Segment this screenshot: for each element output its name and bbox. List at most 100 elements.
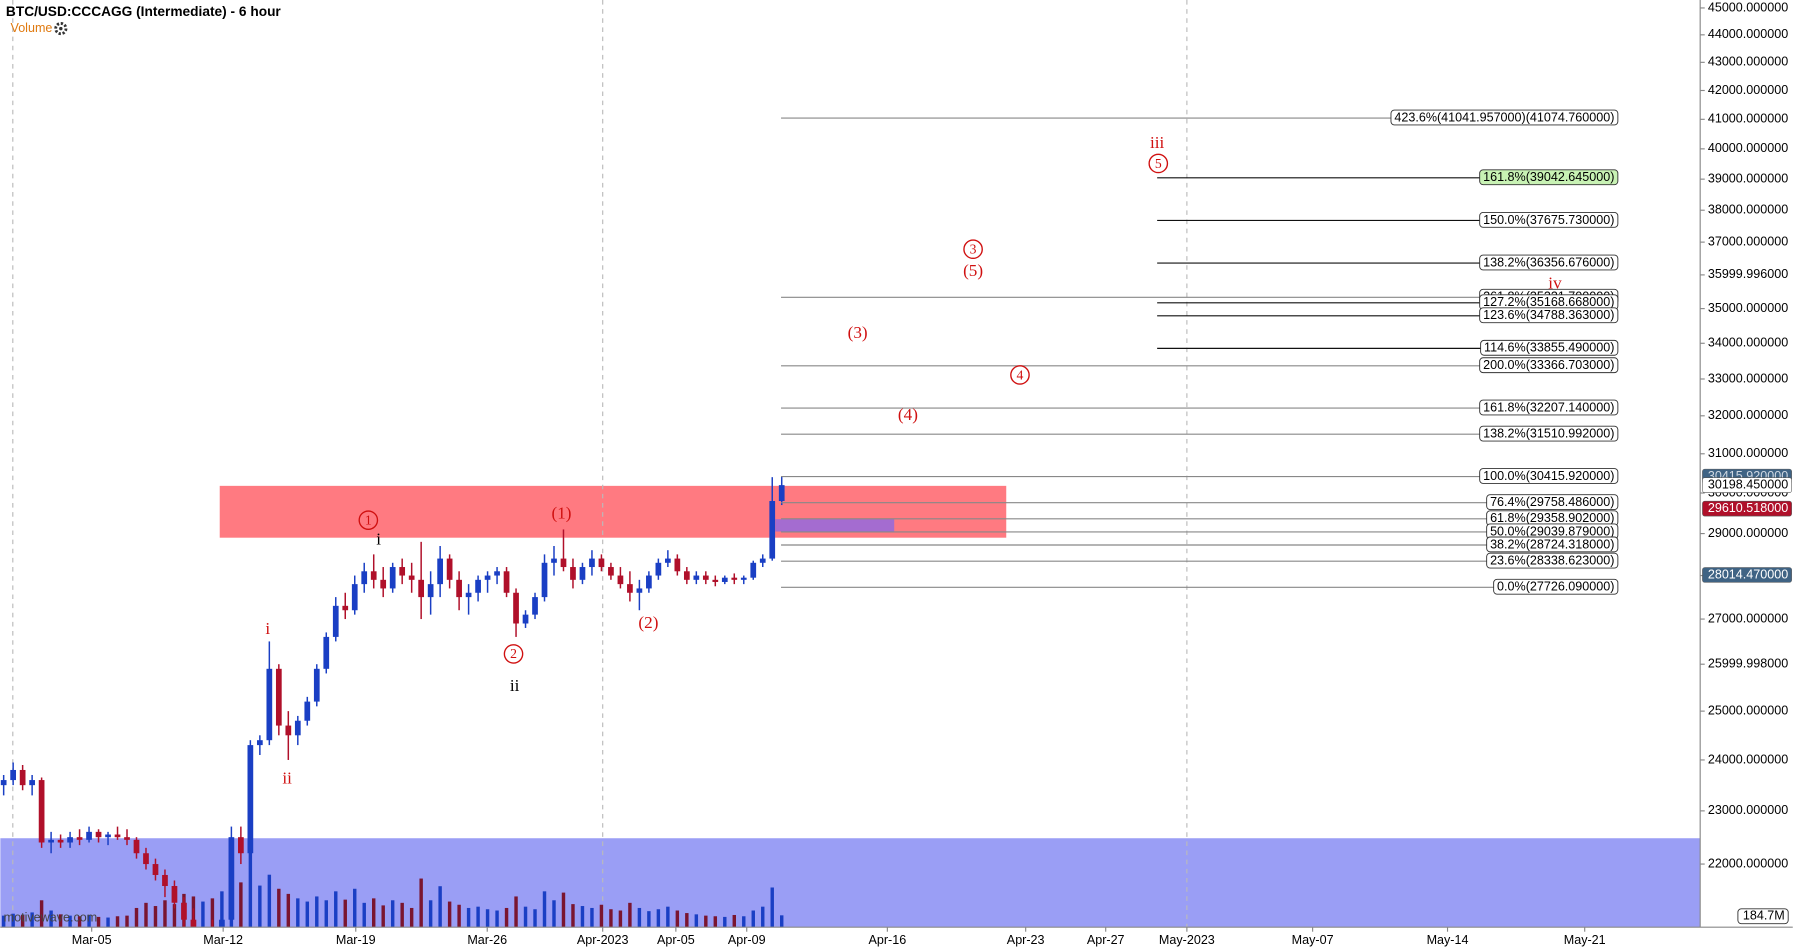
volume-bar — [201, 901, 205, 928]
candle-body — [48, 839, 54, 843]
fib-label-box — [1480, 339, 1619, 356]
fib-label-box — [1479, 425, 1619, 442]
y-tick-label: 40000.000000 — [1708, 141, 1788, 155]
candle-body — [114, 834, 121, 838]
wave-label: 3 — [970, 242, 977, 257]
y-tick-label: 35000.000000 — [1708, 301, 1788, 315]
x-axis-labels: Mar-05 Mar-12 Mar-19 Mar-26 Apr-2023 Apr-05 Ap… — [72, 927, 1606, 947]
volume-bar — [599, 904, 604, 928]
candle-body — [608, 567, 614, 576]
volume-bar — [723, 916, 727, 928]
candle-body — [304, 701, 311, 721]
candle-body — [674, 558, 681, 572]
settings-icon[interactable] — [54, 22, 68, 36]
fib-label: 423.6%(41041.957000)(41074.760000) — [1394, 110, 1614, 124]
volume-bar — [305, 901, 310, 928]
volume-bar — [258, 885, 262, 928]
volume-bar — [590, 907, 594, 928]
candle-body — [95, 831, 102, 838]
y-tick-label: 25000.000000 — [1708, 703, 1788, 717]
wave-label: (1) — [552, 503, 572, 522]
volume-bar — [628, 902, 632, 928]
volume-bar — [770, 887, 774, 928]
candle-body — [750, 562, 757, 578]
candles — [0, 476, 785, 928]
candle-body — [446, 558, 453, 580]
volume-bar — [466, 907, 471, 928]
volume-bar — [68, 915, 72, 928]
candle-body — [124, 837, 130, 840]
fib-label: 100.0%(30415.920000) — [1483, 469, 1614, 483]
gear-hub[interactable] — [59, 26, 63, 31]
candle-body — [655, 562, 662, 576]
volume-bar — [732, 914, 736, 928]
volume-bar — [761, 906, 765, 928]
volume-bar — [11, 913, 15, 928]
volume-tag-label: 184.7M — [1743, 909, 1785, 923]
volume-tag — [1737, 908, 1789, 925]
price-tag — [1702, 500, 1792, 517]
volume-bar — [685, 913, 689, 928]
fib-label: 123.6%(34788.363000) — [1483, 308, 1614, 322]
gear-teeth[interactable] — [54, 22, 68, 36]
y-tick-label: 32000.000000 — [1708, 408, 1788, 422]
volume-bar — [315, 896, 319, 928]
candle-body — [646, 575, 652, 589]
fib-label-box — [1390, 109, 1619, 126]
fib-label: 127.2%(35168.668000) — [1483, 295, 1614, 309]
wave-label: (2) — [638, 613, 658, 632]
price-tag-label: 29610.518000 — [1708, 501, 1788, 515]
volume-bar — [49, 910, 53, 928]
y-tick-label: 34000.000000 — [1708, 336, 1788, 350]
candle-body — [665, 558, 671, 563]
volume-bar — [533, 909, 537, 928]
price-tag-label: 28014.470000 — [1708, 567, 1788, 581]
volume-bar — [220, 891, 224, 928]
volume-bar — [248, 851, 253, 928]
volume-bar — [485, 909, 490, 928]
fib-label: 50.0%(29039.879000) — [1490, 524, 1614, 538]
fib-label: 38.2%(28724.318000) — [1490, 537, 1614, 551]
volume-bar — [618, 910, 623, 928]
volume-bar — [428, 900, 433, 928]
x-tick-label: Apr-2023 — [577, 933, 629, 947]
volume-bar — [20, 914, 25, 928]
candle-body — [38, 780, 45, 843]
x-tick-label: Mar-19 — [336, 933, 376, 947]
wave-label: i — [265, 619, 270, 638]
volume-bar — [400, 902, 404, 928]
candle-body — [294, 720, 301, 736]
volume-bar — [438, 886, 442, 928]
volume-bar — [609, 909, 613, 928]
candle-body — [10, 769, 17, 781]
candle-body — [769, 501, 776, 559]
x-tick-label: May-14 — [1427, 933, 1469, 947]
x-tick-label: Apr-09 — [728, 933, 766, 947]
volume-bar — [571, 904, 575, 928]
fib-label: 76.4%(29758.486000) — [1490, 495, 1614, 509]
zone — [775, 519, 895, 532]
candle-body — [0, 780, 7, 786]
candle-body — [313, 668, 320, 702]
volume-bar — [125, 915, 129, 928]
candle-body — [532, 597, 538, 615]
candle-body — [133, 839, 140, 854]
candle-body — [351, 584, 358, 611]
candle-body — [332, 605, 339, 637]
y-tick-label: 37000.000000 — [1708, 234, 1788, 248]
y-tick-label: 35999.996000 — [1708, 267, 1788, 281]
volume-bar — [267, 874, 272, 928]
x-tick-label: May-2023 — [1159, 933, 1215, 947]
candle-body — [465, 592, 472, 598]
y-tick-label: 43000.000000 — [1708, 55, 1788, 69]
candle-body — [219, 919, 225, 928]
candle-body — [636, 588, 643, 593]
candle-body — [361, 571, 368, 585]
volume-bar — [58, 914, 63, 928]
volume-bar — [561, 892, 566, 928]
x-tick-label: Mar-26 — [467, 933, 507, 947]
volume-bar — [419, 878, 423, 928]
price-tag — [1702, 477, 1792, 493]
candle-body — [162, 874, 168, 887]
candle-body — [228, 837, 235, 920]
